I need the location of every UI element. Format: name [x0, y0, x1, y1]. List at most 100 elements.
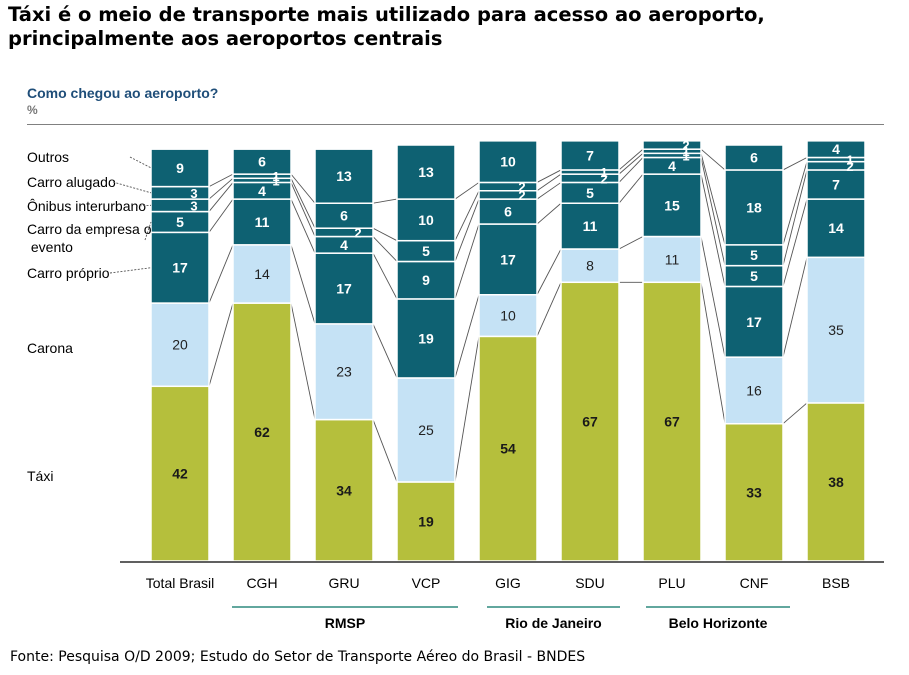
connector-line: [618, 236, 644, 250]
data-label: 3: [190, 186, 197, 201]
connector-line: [700, 157, 726, 266]
data-label: 19: [418, 513, 434, 529]
connector-line: [700, 148, 726, 171]
data-label: 14: [254, 266, 270, 282]
data-label: 4: [832, 141, 840, 157]
bar-bsb-carro-da-empresa-ou-evento: [806, 169, 866, 200]
data-label: 2: [518, 188, 525, 203]
connector-line: [372, 252, 398, 300]
connector-line: [372, 198, 398, 204]
data-label: 25: [418, 422, 434, 438]
data-label: 6: [750, 149, 758, 165]
series-label-carro-alugado: Carro alugado: [27, 174, 116, 190]
bar-sdu-onibus-interurbano: [560, 173, 620, 184]
bar-bsb-onibus-interurbano: [806, 160, 866, 171]
group-label-rmsp: RMSP: [325, 615, 365, 631]
data-label: 1: [272, 169, 279, 184]
series-label-carro-da-empresa-ou-evento: Carro da empresa o evento: [27, 221, 152, 255]
data-label: 2: [682, 138, 689, 153]
connector-line: [290, 173, 316, 204]
connector-line: [372, 227, 398, 242]
bar-cgh-carro-proprio: [232, 198, 292, 246]
data-label: 10: [500, 154, 516, 170]
data-label: 18: [746, 199, 762, 215]
data-label: 1: [272, 173, 279, 188]
bar-plu-outros: [642, 140, 702, 150]
data-label: 54: [500, 441, 516, 457]
category-label-bsb: BSB: [822, 575, 850, 591]
bar-sdu-outros: [560, 140, 620, 171]
connector-line: [290, 302, 316, 420]
bar-total-brasil-carro-alugado: [150, 185, 210, 200]
data-label: 4: [340, 237, 348, 253]
connector-line: [208, 198, 234, 233]
data-label: 67: [582, 414, 598, 430]
connector-line: [208, 182, 234, 212]
series-label-onibus-interurbano: Ônibus interurbano: [27, 198, 146, 214]
connector-line: [208, 302, 234, 387]
series-label-taxi: Táxi: [27, 468, 53, 484]
data-label: 17: [336, 281, 352, 297]
data-label: 1: [846, 153, 853, 168]
bar-gig-outros: [478, 140, 538, 184]
data-label: 20: [172, 337, 188, 353]
data-label: 5: [750, 247, 758, 263]
data-label: 13: [418, 164, 434, 180]
connector-line: [700, 174, 726, 287]
series-label-carro-proprio: Carro próprio: [27, 265, 110, 281]
data-label: 23: [336, 364, 352, 380]
data-label: 17: [746, 314, 762, 330]
data-label: 8: [586, 258, 594, 274]
connector-line: [454, 198, 480, 262]
connector-line: [454, 190, 480, 241]
data-label: 7: [586, 147, 594, 163]
data-label: 7: [832, 177, 840, 193]
bar-vcp-carro-alugado: [396, 198, 456, 242]
connector-line: [536, 182, 562, 200]
bar-gig-taxi: [478, 335, 538, 562]
connector-line: [618, 173, 644, 204]
data-label: 42: [172, 466, 188, 482]
bar-sdu-carona: [560, 248, 620, 284]
bar-gig-carro-proprio: [478, 223, 538, 296]
bar-gru-carro-proprio: [314, 252, 374, 325]
bar-vcp-carona: [396, 377, 456, 483]
data-label: 1: [682, 148, 689, 163]
data-label: 10: [418, 212, 434, 228]
category-label-plu: PLU: [658, 575, 685, 591]
connector-line: [208, 244, 234, 304]
data-label: 15: [664, 197, 680, 213]
data-label: 2: [846, 159, 853, 174]
bar-gig-carro-alugado: [478, 181, 538, 192]
leader-line: [109, 267, 152, 274]
bar-vcp-carro-da-empresa-ou-evento: [396, 260, 456, 300]
data-label: 17: [500, 251, 516, 267]
bar-gig-carro-da-empresa-ou-evento: [478, 198, 538, 225]
connector-line: [454, 336, 480, 483]
connector-line: [700, 282, 726, 424]
data-label: 5: [750, 268, 758, 284]
connector-line: [372, 323, 398, 379]
bar-gru-carro-alugado: [314, 202, 374, 229]
bar-gig-onibus-interurbano: [478, 190, 538, 200]
group-label-rio-de-janeiro: Rio de Janeiro: [505, 615, 601, 631]
bar-plu-carona: [642, 235, 702, 284]
connector-line: [782, 157, 808, 171]
data-label: 19: [418, 330, 434, 346]
bar-cgh-taxi: [232, 302, 292, 562]
data-label: 11: [255, 214, 270, 230]
data-label: 5: [176, 214, 184, 230]
group-label-belo-horizonte: Belo Horizonte: [669, 615, 768, 631]
connector-line: [290, 198, 316, 254]
category-label-total-brasil: Total Brasil: [146, 575, 214, 591]
bar-bsb-outros: [806, 140, 866, 159]
data-label: 9: [176, 160, 184, 176]
category-label-vcp: VCP: [412, 575, 441, 591]
unit-label: %: [27, 103, 38, 117]
data-label: 2: [354, 225, 361, 240]
bar-sdu-taxi: [560, 281, 620, 562]
data-label: 1: [600, 165, 607, 180]
data-label: 35: [828, 322, 844, 338]
connector-line: [290, 244, 316, 325]
